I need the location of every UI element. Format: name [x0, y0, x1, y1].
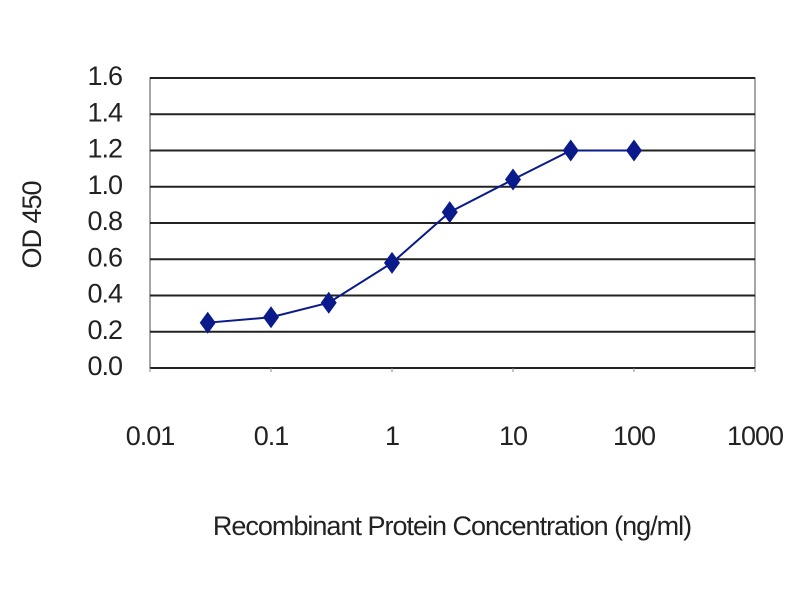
- line: [207, 149, 634, 324]
- y-tick-label: 1.2: [87, 134, 122, 164]
- y-tick-label: 0.2: [87, 315, 122, 345]
- x-axis-label: Recombinant Protein Concentration (ng/ml…: [213, 511, 691, 541]
- marker: [626, 139, 642, 162]
- y-tick-label: 0.4: [87, 279, 123, 309]
- x-tick-label: 10: [499, 421, 527, 451]
- y-tick-label: 1.6: [87, 61, 122, 91]
- marker: [320, 291, 337, 314]
- y-tick-label: 1.0: [87, 170, 122, 200]
- marker: [562, 139, 579, 162]
- marker: [263, 306, 279, 329]
- y-tick-label: 0.6: [87, 242, 122, 272]
- x-tick-label: 0.1: [254, 421, 289, 451]
- marker: [505, 168, 521, 191]
- marker: [441, 201, 458, 224]
- x-tick-label: 100: [613, 421, 655, 451]
- x-tick-label: 1: [385, 421, 399, 451]
- marker: [384, 251, 400, 274]
- x-tick-label: 1000: [727, 421, 783, 451]
- x-tick-label: 0.01: [126, 421, 175, 451]
- y-axis-label: OD 450: [17, 181, 47, 268]
- y-tick-label: 0.0: [87, 351, 122, 381]
- y-tick-label: 0.8: [87, 206, 122, 236]
- y-tick-label: 1.4: [87, 97, 123, 127]
- marker: [199, 311, 216, 334]
